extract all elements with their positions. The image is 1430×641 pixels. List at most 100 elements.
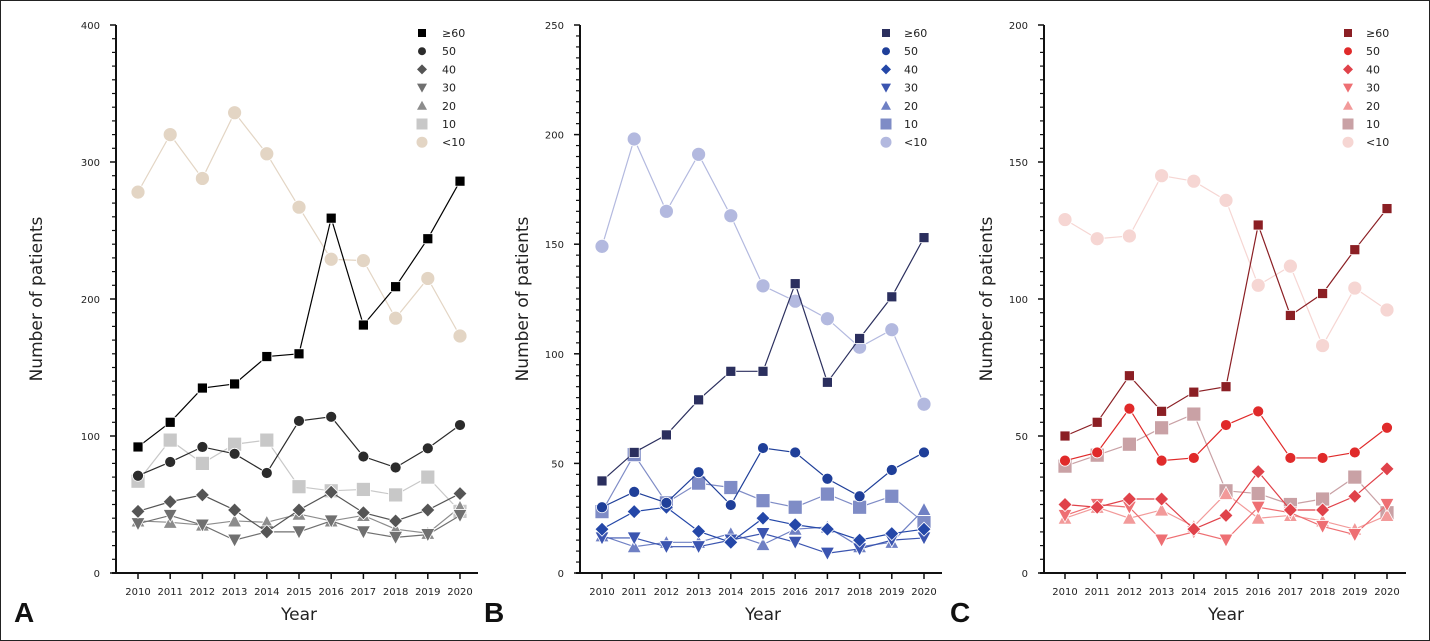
legend-item: 30: [417, 82, 456, 95]
data-point: [724, 499, 737, 511]
legend-item: 20: [1343, 100, 1380, 113]
data-point: [693, 394, 704, 406]
x-axis-title: Year: [744, 605, 781, 625]
legend-marker-icon: [416, 118, 428, 130]
data-point: [918, 232, 930, 244]
x-axis-title: Year: [1207, 605, 1244, 625]
legend-item: <10: [1342, 136, 1389, 149]
data-point: [162, 509, 178, 524]
legend-label: 40: [442, 63, 456, 76]
data-point: [757, 365, 769, 377]
data-point: [822, 376, 833, 388]
data-point: [692, 466, 705, 479]
data-point: [1250, 486, 1266, 501]
y-tick-label: 200: [81, 295, 100, 306]
data-point: [1218, 485, 1234, 500]
legend-item: <10: [880, 136, 927, 149]
x-tick-label: 2012: [190, 587, 215, 598]
x-tick-label: 2014: [254, 587, 279, 598]
data-point: [1155, 454, 1168, 467]
legend-marker-icon: [882, 29, 890, 37]
data-point: [1381, 421, 1393, 434]
data-point: [1284, 452, 1297, 464]
data-point: [723, 480, 739, 495]
data-point: [1187, 452, 1200, 464]
y-tick-label: 150: [545, 240, 564, 251]
legend-item: 40: [1343, 63, 1380, 76]
data-point: [691, 146, 706, 162]
x-tick-label: 2011: [1084, 587, 1109, 598]
legend-item: 20: [417, 100, 456, 113]
data-point: [1348, 446, 1361, 459]
x-tick-label: 2010: [589, 587, 614, 598]
data-point: [1124, 370, 1135, 382]
data-point: [755, 493, 771, 509]
series-line: [1064, 407, 1388, 462]
data-point: [422, 233, 434, 245]
legend-label: 10: [904, 118, 918, 131]
data-point: [132, 469, 144, 482]
x-tick-label: 2017: [351, 587, 376, 598]
x-tick-label: 2020: [911, 587, 936, 598]
legend-label: <10: [442, 136, 465, 149]
data-point: [885, 464, 898, 476]
data-point: [1347, 469, 1363, 485]
data-point: [132, 441, 144, 453]
legend-label: <10: [904, 136, 927, 149]
series-50: [596, 442, 930, 514]
legend-item: 40: [881, 63, 918, 76]
data-point: [388, 487, 404, 503]
data-point: [820, 311, 835, 327]
data-point: [723, 208, 739, 224]
y-tick-label: 100: [1009, 295, 1028, 306]
legend-label: 20: [442, 100, 456, 113]
data-point: [1250, 510, 1266, 525]
legend-label: ≥60: [904, 27, 927, 40]
x-tick-label: 2019: [1342, 587, 1367, 598]
data-point: [1186, 521, 1202, 537]
legend-label: <10: [1366, 136, 1389, 149]
legend-item: 10: [880, 118, 918, 131]
legend: ≥60 50 40 30 20 10 <10: [416, 27, 465, 149]
legend-marker-icon: [1342, 118, 1354, 130]
data-point: [1153, 502, 1170, 517]
data-point: [626, 531, 642, 546]
data-point: [194, 518, 211, 533]
x-tick-label: 2015: [750, 587, 775, 598]
data-point: [291, 502, 307, 518]
series-line: [137, 439, 461, 512]
legend-marker-icon: [417, 100, 427, 110]
legend-label: 10: [442, 118, 456, 131]
data-point: [420, 469, 436, 485]
data-point: [1250, 277, 1266, 293]
x-axis-title: Year: [280, 605, 317, 625]
data-point: [916, 521, 932, 537]
data-point: [323, 484, 339, 500]
x-tick-label: 2020: [447, 587, 472, 598]
data-point: [1154, 491, 1170, 507]
legend-label: 50: [442, 45, 456, 58]
legend-marker-icon: [417, 64, 427, 75]
x-tick-label: 2011: [157, 587, 182, 598]
data-point: [1347, 280, 1363, 296]
data-point: [1091, 446, 1104, 459]
data-point: [388, 310, 404, 326]
x-tick-label: 2019: [415, 587, 440, 598]
y-tick-label: 200: [1009, 21, 1028, 32]
data-point: [691, 523, 707, 539]
data-point: [421, 442, 434, 455]
series-30: [130, 509, 468, 548]
data-point: [596, 501, 608, 514]
data-point: [755, 278, 771, 294]
data-point: [659, 203, 674, 219]
data-point: [1283, 258, 1298, 274]
data-point: [196, 441, 209, 453]
data-point: [325, 410, 338, 423]
data-point: [852, 499, 867, 515]
data-point: [787, 517, 803, 533]
data-point: [1347, 488, 1363, 504]
data-point: [1315, 338, 1330, 353]
series-40: [1057, 461, 1395, 537]
